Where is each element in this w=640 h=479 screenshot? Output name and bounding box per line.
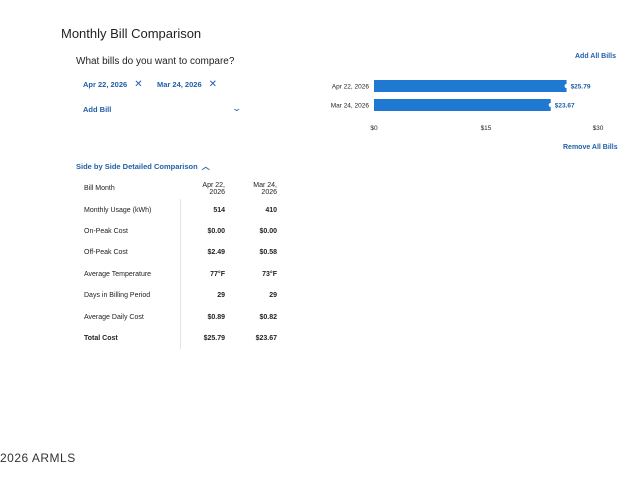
row-label: Average Daily Cost <box>84 313 144 321</box>
cell-value: 77°F <box>180 263 233 285</box>
cell-value: $0.82 <box>259 313 277 321</box>
page-title: Monthly Bill Comparison <box>61 26 202 41</box>
cell-value: 514 <box>180 199 233 221</box>
selected-bill-chip: Mar 24, 2026 ✕ <box>157 79 217 90</box>
bar-category-label: Apr 22, 2026 <box>332 84 370 91</box>
bar-value-label: $23.67 <box>555 103 575 110</box>
bar-end-marker <box>564 84 569 88</box>
column-header: Bill Month <box>84 185 115 193</box>
cell-value: $0.89 <box>180 306 233 328</box>
x-tick-label: $30 <box>593 125 604 132</box>
remove-all-bills-link[interactable]: Remove All Bills <box>563 144 618 151</box>
x-tick-label: $15 <box>481 125 492 132</box>
row-label: On-Peak Cost <box>84 227 128 235</box>
cell-value: $25.79 <box>180 327 233 350</box>
comparison-table: Bill Month Apr 22, 2026 Mar 24, 2026 Mon… <box>76 178 285 350</box>
row-label: Total Cost <box>84 334 118 342</box>
cell-value: $2.49 <box>180 242 233 264</box>
add-all-bills-link[interactable]: Add All Bills <box>575 53 616 60</box>
selected-bill-label: Mar 24, 2026 <box>157 80 202 89</box>
column-header: Mar 24, 2026 <box>253 181 277 196</box>
detailed-comparison-label: Side by Side Detailed Comparison <box>76 162 198 171</box>
bar-value-label: $25.79 <box>571 84 591 91</box>
chevron-down-icon[interactable]: ⌄ <box>231 103 243 113</box>
selected-bill-chip: Apr 22, 2026 ✕ <box>83 79 143 90</box>
cell-value: 73°F <box>262 270 277 278</box>
close-icon[interactable]: ✕ <box>134 79 143 90</box>
row-label: Monthly Usage (kWh) <box>84 206 152 214</box>
table-row: On-Peak Cost $0.00 $0.00 <box>76 220 285 243</box>
selected-bill-label: Apr 22, 2026 <box>83 80 128 89</box>
table-row: Days in Billing Period 29 29 <box>76 284 285 307</box>
bar-category-label: Mar 24, 2026 <box>331 103 370 110</box>
bill-bar-chart: Apr 22, 2026 $25.79 Mar 24, 2026 $23.67 $0 $1… <box>331 80 604 132</box>
x-tick-label: $0 <box>370 125 378 132</box>
cell-value: 410 <box>265 206 277 214</box>
compare-question: What bills do you want to compare? <box>76 56 235 67</box>
row-label: Average Temperature <box>84 270 152 278</box>
table-row: Monthly Usage (kWh) 514 410 <box>76 199 285 221</box>
table-row: Off-Peak Cost $2.49 $0.58 <box>76 242 285 264</box>
column-header: Apr 22, 2026 <box>202 181 225 196</box>
add-bill-dropdown[interactable]: Add Bill <box>83 105 112 114</box>
cell-value: 29 <box>180 284 233 307</box>
cell-value: $0.00 <box>259 227 277 235</box>
table-row: Average Daily Cost $0.89 $0.82 <box>76 306 285 328</box>
table-header-row: Bill Month Apr 22, 2026 Mar 24, 2026 <box>76 178 285 199</box>
bill-bar[interactable] <box>374 99 551 111</box>
cell-value: $0.00 <box>180 220 233 243</box>
table-row: Total Cost $25.79 $23.67 <box>76 327 285 350</box>
cell-value: $0.58 <box>259 249 277 257</box>
close-icon[interactable]: ✕ <box>208 79 218 90</box>
bill-bar[interactable] <box>374 80 567 92</box>
copyright-footer: 2026 ARMLS <box>0 451 76 465</box>
cell-value: 29 <box>269 292 277 300</box>
chevron-up-icon: ︿ <box>201 162 210 171</box>
cell-value: $23.67 <box>255 334 277 342</box>
table-row: Average Temperature 77°F 73°F <box>76 263 285 285</box>
bar-end-marker <box>548 103 553 107</box>
row-label: Days in Billing Period <box>84 292 151 300</box>
row-label: Off-Peak Cost <box>84 249 128 257</box>
detailed-comparison-toggle[interactable]: Side by Side Detailed Comparison ︿ <box>76 161 210 172</box>
